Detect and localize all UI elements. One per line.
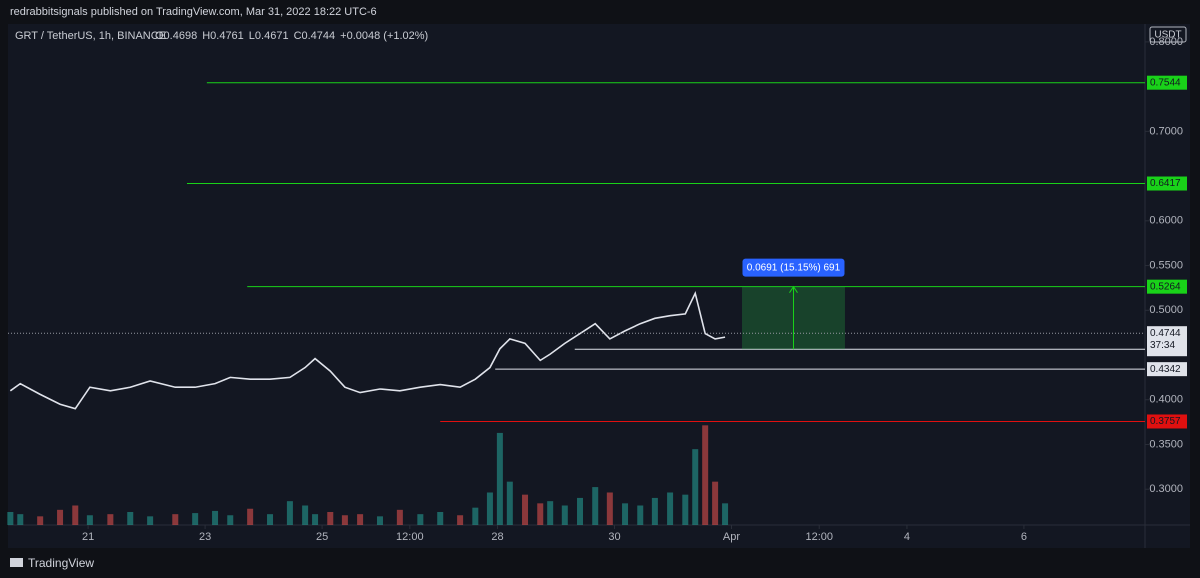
level-label-box (1147, 279, 1187, 294)
volume-bar (172, 514, 179, 525)
last-price-label: 0.4744 (1150, 328, 1181, 339)
chart-panel (8, 24, 1190, 548)
level-label: 0.6417 (1150, 178, 1181, 189)
volume-bar (522, 494, 529, 525)
ohlc-value: C0.4744 (294, 30, 336, 42)
volume-bar (212, 510, 219, 525)
volume-bar (606, 492, 613, 525)
volume-bar (692, 449, 699, 525)
volume-bar (667, 492, 674, 525)
level-label-box (1147, 75, 1187, 90)
volume-bar (682, 494, 689, 525)
level-label-box (1147, 176, 1187, 191)
volume-bar (577, 497, 584, 525)
volume-bar (547, 501, 554, 525)
volume-bar (37, 516, 44, 525)
volume-bar (417, 514, 424, 525)
x-tick-label: 21 (82, 531, 94, 543)
volume-bar (17, 514, 24, 525)
ohlc-value: H0.4761 (202, 30, 244, 42)
volume-bar (506, 481, 513, 525)
volume-bar (712, 481, 719, 525)
ohlc-value: O0.4698 (155, 30, 197, 42)
volume-bar (312, 514, 319, 525)
volume-bar (127, 512, 134, 525)
level-label-box (1147, 362, 1187, 377)
publish-header: redrabbitsignals published on TradingVie… (10, 6, 377, 18)
y-tick-label: 0.3000 (1149, 483, 1183, 495)
ohlc-value: +0.0048 (+1.02%) (340, 30, 428, 42)
x-tick-label: 28 (491, 531, 503, 543)
currency-box (1149, 26, 1187, 43)
countdown: 37:34 (1150, 340, 1175, 351)
x-tick-label: 4 (904, 531, 910, 543)
volume-bar (376, 516, 383, 525)
volume-bar (637, 505, 644, 525)
volume-bar (651, 497, 658, 525)
volume-bar (86, 515, 93, 525)
volume-bar (7, 512, 14, 525)
volume-bar (302, 505, 309, 525)
volume-bar (396, 509, 403, 525)
volume-bar (107, 514, 114, 525)
measure-arrowhead (789, 285, 798, 293)
volume-bar (192, 513, 199, 525)
footer-logo (10, 558, 23, 567)
volume-bar (486, 492, 493, 525)
volume-bar (457, 515, 464, 525)
ohlc-value: L0.4671 (249, 30, 289, 42)
measure-label: 0.0691 (15.15%) 691 (747, 262, 841, 273)
y-tick-label: 0.4000 (1149, 394, 1183, 406)
volume-bar (286, 501, 293, 525)
x-tick-label: 12:00 (396, 531, 424, 543)
x-tick-label: 25 (316, 531, 328, 543)
volume-bar (247, 508, 254, 525)
price-line (9, 290, 726, 410)
volume-bar (722, 503, 729, 525)
volume-bar (592, 487, 599, 525)
volume-bar (327, 512, 334, 525)
volume-bar (472, 507, 479, 525)
x-tick-label: 30 (608, 531, 620, 543)
volume-bar (267, 514, 274, 525)
y-tick-label: 0.5000 (1149, 304, 1183, 316)
measure-label-box (742, 258, 845, 277)
y-tick-label: 0.5500 (1149, 259, 1183, 271)
volume-bar (357, 514, 364, 525)
volume-bar (702, 425, 709, 525)
level-label: 0.3757 (1150, 416, 1181, 427)
axes: 0.3000 0.3500 0.4000 0.5000 0.5500 0.6000 0.70… (82, 36, 1183, 543)
x-tick-label: 23 (199, 531, 211, 543)
volume-bar (227, 515, 234, 525)
level-label: 0.7544 (1150, 77, 1181, 88)
x-tick-label: 12:00 (805, 531, 833, 543)
y-tick-label: 0.7000 (1149, 125, 1183, 137)
volume-bar (57, 509, 64, 525)
level-label-box (1147, 414, 1187, 429)
symbol-legend: GRT / TetherUS, 1h, BINANCE (15, 30, 166, 42)
x-tick-label: Apr (723, 531, 740, 543)
y-tick-label: 0.3500 (1149, 438, 1183, 450)
volume-bar (561, 505, 568, 525)
y-tick-label: 0.8000 (1149, 36, 1183, 48)
volume-bar (72, 505, 79, 525)
level-label: 0.5264 (1150, 281, 1181, 292)
volume-bar (622, 503, 629, 525)
footer-brand[interactable]: TradingView (28, 556, 94, 570)
currency: USDT (1154, 30, 1181, 41)
volume-bar (496, 432, 503, 525)
volume-bar (537, 503, 544, 525)
x-tick-label: 6 (1021, 531, 1027, 543)
volume-bar (147, 516, 154, 525)
volume-bar (437, 512, 444, 525)
volume-bar (341, 515, 348, 525)
y-tick-label: 0.6000 (1149, 215, 1183, 227)
level-label: 0.4342 (1150, 364, 1181, 375)
last-price-box (1147, 326, 1187, 353)
